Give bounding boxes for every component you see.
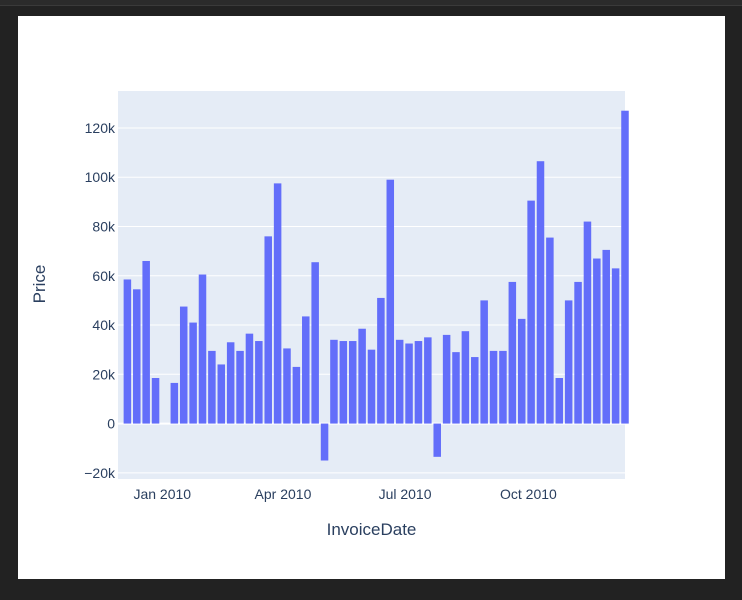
bar[interactable] xyxy=(320,423,329,461)
bar[interactable] xyxy=(517,318,526,424)
bar[interactable] xyxy=(302,316,310,424)
y-tick-label: 80k xyxy=(92,218,116,234)
bar[interactable] xyxy=(442,334,451,424)
bar[interactable] xyxy=(471,357,479,424)
x-tick-label: Jan 2010 xyxy=(133,486,191,502)
bar[interactable] xyxy=(499,350,507,424)
bar[interactable] xyxy=(602,249,610,424)
bar[interactable] xyxy=(574,281,582,424)
bar[interactable] xyxy=(123,279,132,424)
bar[interactable] xyxy=(236,350,244,424)
bar[interactable] xyxy=(170,382,179,424)
y-tick-label: 40k xyxy=(92,317,116,333)
bars xyxy=(123,110,629,461)
bar[interactable] xyxy=(611,268,620,424)
bar[interactable] xyxy=(536,161,545,424)
bar[interactable] xyxy=(555,378,564,424)
bar[interactable] xyxy=(414,341,423,424)
bar[interactable] xyxy=(452,352,460,424)
bar[interactable] xyxy=(273,183,282,424)
bar[interactable] xyxy=(386,179,395,424)
bar[interactable] xyxy=(133,289,141,424)
bar[interactable] xyxy=(179,306,188,424)
x-tick-label: Apr 2010 xyxy=(255,486,312,502)
y-tick-label: −20k xyxy=(84,465,116,481)
bar[interactable] xyxy=(527,200,535,424)
x-axis-ticks: Jan 2010 Apr 2010 Jul 2010 Oct 2010 xyxy=(133,486,557,502)
x-tick-label: Oct 2010 xyxy=(500,486,557,502)
bar[interactable] xyxy=(245,333,254,424)
window-top-strip xyxy=(0,0,742,6)
bar[interactable] xyxy=(583,221,592,424)
bar[interactable] xyxy=(480,300,488,424)
bar[interactable] xyxy=(208,350,216,424)
bar[interactable] xyxy=(564,300,573,424)
bar[interactable] xyxy=(292,366,301,424)
bar[interactable] xyxy=(508,281,517,424)
bar[interactable] xyxy=(461,331,470,424)
bar[interactable] xyxy=(367,349,376,424)
bar[interactable] xyxy=(339,341,348,424)
bar[interactable] xyxy=(593,258,601,424)
y-tick-label: 20k xyxy=(92,366,116,382)
bar[interactable] xyxy=(489,350,498,424)
y-tick-label: 100k xyxy=(85,169,116,185)
x-axis-title: InvoiceDate xyxy=(327,520,417,539)
y-tick-label: 120k xyxy=(85,120,116,136)
y-axis-ticks: −20k 0 20k 40k 60k 80k 100k 120k xyxy=(84,120,116,481)
bar[interactable] xyxy=(151,378,160,424)
bar[interactable] xyxy=(142,260,150,424)
bar[interactable] xyxy=(283,348,291,424)
bar[interactable] xyxy=(198,274,207,424)
y-tick-label: 60k xyxy=(92,268,116,284)
bar[interactable] xyxy=(395,339,404,424)
bar[interactable] xyxy=(226,342,235,424)
bar[interactable] xyxy=(348,341,357,424)
y-tick-label: 0 xyxy=(107,416,115,432)
bar[interactable] xyxy=(377,297,385,424)
bar[interactable] xyxy=(621,110,629,424)
chart-container: −20k 0 20k 40k 60k 80k 100k 120k Jan 2010 Apr 20… xyxy=(18,16,725,579)
bar[interactable] xyxy=(424,337,432,424)
bar[interactable] xyxy=(217,364,226,424)
bar[interactable] xyxy=(264,236,272,424)
bar-chart: −20k 0 20k 40k 60k 80k 100k 120k Jan 2010 Apr 20… xyxy=(30,91,629,539)
y-axis-title: Price xyxy=(30,265,49,304)
bar[interactable] xyxy=(330,339,338,424)
bar[interactable] xyxy=(358,328,366,424)
bar[interactable] xyxy=(405,343,413,424)
bar[interactable] xyxy=(189,322,197,424)
bar[interactable] xyxy=(311,262,319,424)
x-tick-label: Jul 2010 xyxy=(379,486,432,502)
bar[interactable] xyxy=(546,237,554,424)
bar[interactable] xyxy=(255,341,263,424)
bar[interactable] xyxy=(433,423,441,457)
